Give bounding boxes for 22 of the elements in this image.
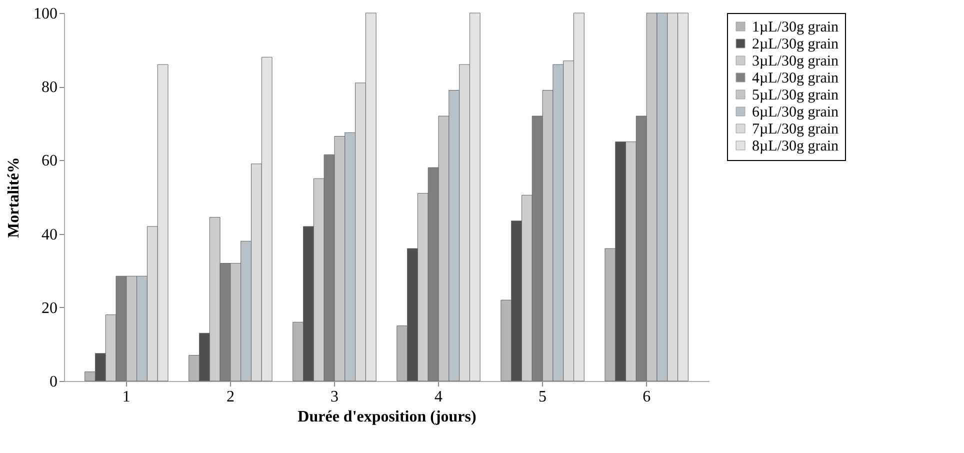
legend-label: 1µL/30g grain: [752, 20, 840, 36]
legend-label: 2µL/30g grain: [752, 36, 840, 52]
y-axis-title: Mortalité%: [6, 157, 22, 238]
y-tick-label: 100: [34, 6, 58, 22]
y-tick-label: 60: [42, 152, 58, 170]
x-tick-label: 3: [330, 388, 338, 406]
x-tick-label: 6: [642, 388, 651, 406]
legend-label: 8µL/30g grain: [752, 138, 840, 154]
legend-label: 6µL/30g grain: [752, 104, 840, 120]
y-tick-label: 0: [50, 374, 58, 390]
y-tick-label: 40: [42, 226, 58, 244]
x-tick-label: 5: [538, 388, 547, 406]
legend-label: 4µL/30g grain: [752, 70, 840, 86]
legend-label: 3µL/30g grain: [752, 54, 840, 70]
x-tick-label: 1: [122, 388, 130, 406]
legend-label: 5µL/30g grain: [752, 88, 840, 104]
y-tick-label: 20: [42, 300, 58, 317]
legend-label: 7µL/30g grain: [752, 122, 840, 138]
x-axis-title: Durée d'exposition (jours): [298, 408, 476, 426]
x-tick-label: 4: [434, 388, 443, 406]
x-tick-label: 2: [226, 388, 234, 406]
y-tick-label: 80: [42, 79, 58, 96]
